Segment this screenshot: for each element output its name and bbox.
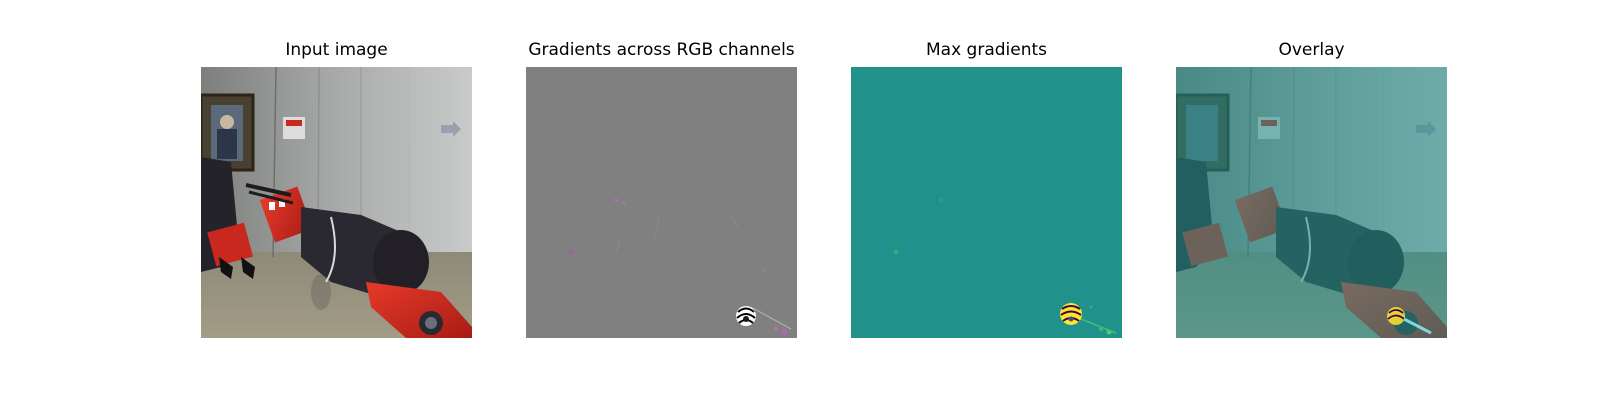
panel-title: Max gradients: [925, 40, 1048, 60]
panel-title: Overlay: [1278, 40, 1345, 60]
gradient-hotspot: [736, 306, 756, 326]
rgb-gradient-image: [526, 67, 797, 338]
max-gradient-speckles: [893, 198, 1117, 335]
input-image: [201, 67, 472, 338]
overlay-teal-tint: [1176, 67, 1447, 338]
panel-max-gradients: Max gradients: [851, 0, 1122, 400]
gradient-speckles: [555, 198, 792, 335]
max-gradient-hotspot: [1060, 303, 1082, 325]
panel-overlay: Overlay: [1176, 0, 1447, 400]
overlay-hotspot: [1387, 307, 1432, 335]
overlay-image: [1176, 67, 1447, 338]
panel-rgb-gradients: Gradients across RGB channels: [526, 0, 797, 400]
robot-arm: [201, 157, 472, 338]
panel-title: Input image: [285, 40, 388, 60]
max-gradient-image: [851, 67, 1122, 338]
panel-input-image: Input image: [201, 0, 472, 400]
panel-title: Gradients across RGB channels: [528, 40, 795, 60]
